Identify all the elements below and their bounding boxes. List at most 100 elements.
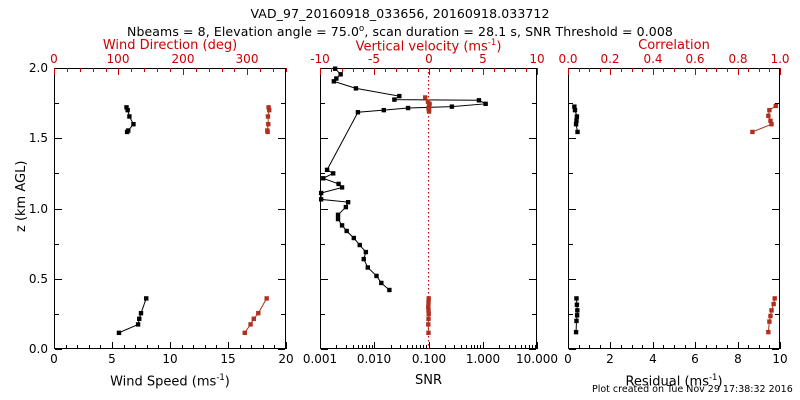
tick-mark [474, 345, 475, 349]
tick-mark [483, 68, 484, 75]
tick-mark [537, 342, 538, 349]
data-point [426, 330, 431, 336]
tick-mark [240, 345, 241, 349]
tick-mark [205, 345, 206, 349]
data-point [124, 105, 129, 110]
tick-mark [209, 68, 210, 72]
tick-mark [537, 68, 538, 75]
tick-mark [535, 345, 536, 349]
tick-mark [320, 68, 321, 75]
axis-tick-label: 0.6 [685, 52, 705, 66]
axis-tick-label: 10 [529, 52, 545, 66]
tick-mark [281, 313, 285, 315]
tick-mark [423, 345, 424, 349]
tick-mark [321, 138, 328, 140]
tick-mark [170, 68, 171, 72]
tick-mark [499, 345, 500, 349]
tick-mark [621, 345, 622, 349]
data-point [116, 330, 122, 336]
axis-tick-label: 300 [235, 52, 259, 66]
data-point [266, 122, 271, 127]
tick-mark [321, 173, 325, 175]
data-point [449, 104, 455, 109]
tick-mark [610, 68, 611, 75]
figure-title-line2: Nbeams = 8, Elevation angle = 75.0o, sca… [0, 24, 800, 39]
axis-tick-label: 0 [564, 352, 572, 366]
axis-tick-label: 6 [691, 352, 699, 366]
data-point [426, 308, 431, 313]
data-point [574, 296, 579, 301]
tick-mark [716, 68, 717, 72]
tick-mark [466, 345, 467, 349]
axis-tick-label: 0.0 [558, 52, 578, 66]
tick-mark [532, 173, 536, 175]
data-point [769, 122, 774, 127]
series-residual-upper [572, 104, 580, 135]
tick-mark [273, 68, 274, 72]
data-point [332, 66, 338, 71]
panel-residual [568, 68, 780, 349]
tick-mark [416, 345, 417, 349]
tick-mark [532, 313, 536, 315]
tick-mark [775, 103, 779, 105]
tick-mark [472, 68, 473, 72]
tick-mark [515, 68, 516, 72]
tick-mark [674, 345, 675, 349]
y-tick-label: 0.5 [28, 271, 48, 286]
tick-mark [445, 345, 446, 349]
data-point [335, 216, 341, 222]
tick-mark [374, 68, 375, 75]
data-point [353, 86, 359, 91]
data-point [330, 171, 336, 176]
wind-direction-label: Wind Direction (deg) [102, 38, 238, 53]
tick-mark [278, 138, 285, 140]
tick-mark [77, 345, 78, 349]
panel1-x-axis-title: Wind Speed (ms-1) [54, 373, 286, 389]
tick-mark [106, 68, 107, 72]
tick-mark [321, 349, 328, 350]
tick-mark [93, 68, 94, 72]
tick-mark [450, 68, 451, 72]
tick-mark [320, 342, 321, 349]
axis-tick-label: 0 [425, 52, 433, 66]
correlation-label: Correlation [638, 38, 710, 53]
data-point [423, 95, 428, 100]
panel2-x-axis-title: SNR [320, 373, 537, 388]
panel3-plot-area [572, 103, 778, 335]
data-point [131, 122, 136, 127]
data-point [483, 101, 488, 107]
tick-mark [663, 68, 664, 72]
tick-mark [775, 313, 779, 315]
tick-mark [454, 345, 455, 349]
y-tick-label: 1.5 [28, 131, 48, 146]
tick-mark [234, 68, 235, 72]
tick-mark [247, 68, 248, 75]
tick-mark [55, 173, 59, 175]
figure-title-line1: VAD_97_20160918_033656, 20160918.033712 [0, 6, 800, 21]
data-point [144, 296, 149, 301]
data-point [266, 105, 271, 110]
tick-mark [439, 68, 440, 72]
snr-label: SNR [414, 373, 442, 388]
tick-mark [568, 68, 569, 75]
y-axis-label: z (km AGL) [14, 160, 29, 232]
data-point [374, 273, 379, 279]
tick-mark [759, 68, 760, 72]
series-wind-speed [116, 296, 149, 336]
tick-mark [529, 349, 536, 350]
tick-mark [775, 173, 779, 175]
panel-wind-speed [54, 68, 286, 349]
tick-mark [772, 138, 779, 140]
tick-mark [321, 208, 328, 210]
tick-mark [632, 345, 633, 349]
series-wind-direction [242, 296, 269, 336]
tick-mark [331, 68, 332, 72]
tick-mark [55, 68, 62, 69]
tick-mark [135, 345, 136, 349]
tick-mark [358, 345, 359, 349]
tick-mark [579, 68, 580, 72]
data-point [766, 329, 771, 335]
tick-mark [112, 342, 113, 349]
data-point [264, 296, 269, 301]
data-point [251, 316, 256, 321]
